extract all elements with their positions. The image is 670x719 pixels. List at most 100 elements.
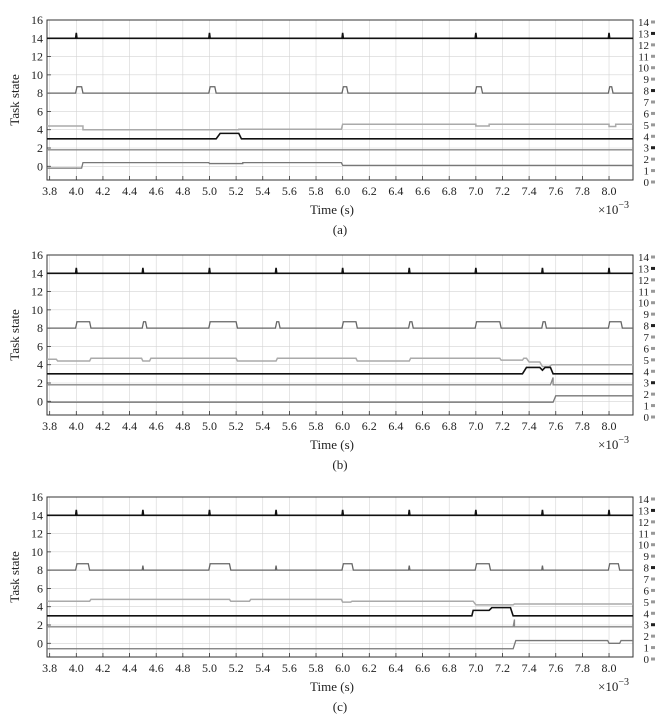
x-tick-label: 8.0: [602, 661, 617, 675]
right-tick-marker: [651, 566, 655, 570]
right-tick-marker: [651, 146, 655, 150]
right-tick-marker: [651, 324, 655, 328]
right-tick-marker: [651, 255, 655, 259]
right-tick-marker: [651, 577, 655, 581]
panel-label: (b): [332, 457, 347, 472]
right-tick-label: 7: [644, 332, 650, 344]
right-tick-label: 11: [638, 528, 649, 540]
right-tick-label: 14: [638, 17, 650, 29]
series-line: [47, 366, 633, 375]
right-tick-marker: [651, 543, 655, 547]
x-tick-label: 4.2: [95, 184, 110, 198]
y-tick-label: 4: [37, 600, 43, 614]
right-tick-label: 5: [644, 355, 650, 367]
x-tick-label: 3.8: [42, 184, 57, 198]
x-tick-label: 8.0: [602, 419, 617, 433]
series-line: [47, 606, 633, 617]
series-line: [47, 639, 633, 650]
x-tick-label: 6.8: [442, 419, 457, 433]
x-tick-label: 7.6: [548, 419, 563, 433]
y-tick-label: 16: [31, 13, 43, 27]
x-tick-label: 6.2: [362, 184, 377, 198]
x-tick-label: 6.6: [415, 419, 430, 433]
right-tick-marker: [651, 266, 655, 270]
x-tick-label: 5.6: [282, 184, 297, 198]
right-tick-marker: [651, 634, 655, 638]
x-exponent: ×10−3: [598, 200, 629, 217]
x-exponent-base: ×10: [598, 679, 618, 694]
x-tick-label: 7.6: [548, 661, 563, 675]
y-tick-label: 8: [37, 86, 43, 100]
y-tick-label: 4: [37, 358, 43, 372]
x-axis-label: Time (s): [310, 202, 354, 217]
x-tick-label: 7.4: [522, 661, 537, 675]
series-line: [47, 598, 633, 606]
right-tick-marker: [651, 123, 655, 127]
right-tick-label: 8: [644, 563, 650, 575]
x-tick-label: 7.2: [495, 184, 510, 198]
x-tick-label: 6.0: [335, 419, 350, 433]
y-tick-label: 16: [31, 490, 43, 504]
x-tick-label: 4.2: [95, 661, 110, 675]
right-tick-label: 3: [644, 378, 650, 390]
x-tick-label: 7.6: [548, 184, 563, 198]
right-tick-marker: [651, 312, 655, 316]
right-tick-marker: [651, 554, 655, 558]
right-tick-marker: [651, 623, 655, 627]
x-tick-label: 6.2: [362, 419, 377, 433]
right-tick-label: 13: [638, 263, 650, 275]
right-tick-label: 3: [644, 620, 650, 632]
x-tick-label: 4.4: [122, 661, 137, 675]
x-tick-label: 7.4: [522, 419, 537, 433]
right-tick-marker: [651, 169, 655, 173]
x-tick-label: 5.0: [202, 419, 217, 433]
x-tick-label: 7.0: [468, 419, 483, 433]
right-tick-marker: [651, 600, 655, 604]
right-tick-marker: [651, 111, 655, 115]
x-exponent: ×10−3: [598, 435, 629, 452]
x-tick-label: 7.8: [575, 184, 590, 198]
series-line: [47, 267, 633, 275]
right-tick-marker: [651, 611, 655, 615]
right-tick-marker: [651, 531, 655, 535]
right-tick-label: 3: [644, 143, 650, 155]
y-tick-label: 12: [31, 527, 43, 541]
y-tick-label: 10: [31, 68, 43, 82]
right-tick-label: 6: [644, 343, 650, 355]
series-line: [47, 509, 633, 517]
right-tick-label: 8: [644, 86, 650, 98]
x-tick-label: 4.4: [122, 184, 137, 198]
right-tick-label: 4: [644, 366, 650, 378]
x-tick-label: 6.6: [415, 661, 430, 675]
right-tick-marker: [651, 657, 655, 661]
x-tick-label: 4.0: [69, 419, 84, 433]
x-tick-label: 3.8: [42, 661, 57, 675]
y-tick-label: 6: [37, 581, 43, 595]
y-tick-label: 2: [37, 141, 43, 155]
x-tick-label: 4.6: [149, 419, 164, 433]
panel-label: (c): [333, 699, 347, 714]
series-line: [47, 32, 633, 40]
x-tick-label: 6.8: [442, 184, 457, 198]
x-tick-label: 6.0: [335, 661, 350, 675]
right-tick-label: 7: [644, 97, 650, 109]
right-tick-label: 5: [644, 597, 650, 609]
x-tick-label: 4.8: [175, 184, 190, 198]
y-tick-label: 6: [37, 339, 43, 353]
right-tick-marker: [651, 497, 655, 501]
y-tick-label: 0: [37, 394, 43, 408]
x-tick-label: 5.0: [202, 661, 217, 675]
y-tick-label: 14: [31, 31, 43, 45]
right-tick-label: 6: [644, 108, 650, 120]
series-line: [47, 563, 633, 571]
x-tick-label: 7.8: [575, 661, 590, 675]
right-tick-label: 2: [644, 389, 650, 401]
right-tick-label: 8: [644, 321, 650, 333]
right-tick-label: 6: [644, 585, 650, 597]
right-tick-label: 13: [638, 505, 650, 517]
x-exponent-power: −3: [618, 677, 629, 688]
right-tick-marker: [651, 404, 655, 408]
x-tick-label: 4.2: [95, 419, 110, 433]
right-tick-label: 1: [644, 166, 650, 178]
y-tick-label: 12: [31, 50, 43, 64]
